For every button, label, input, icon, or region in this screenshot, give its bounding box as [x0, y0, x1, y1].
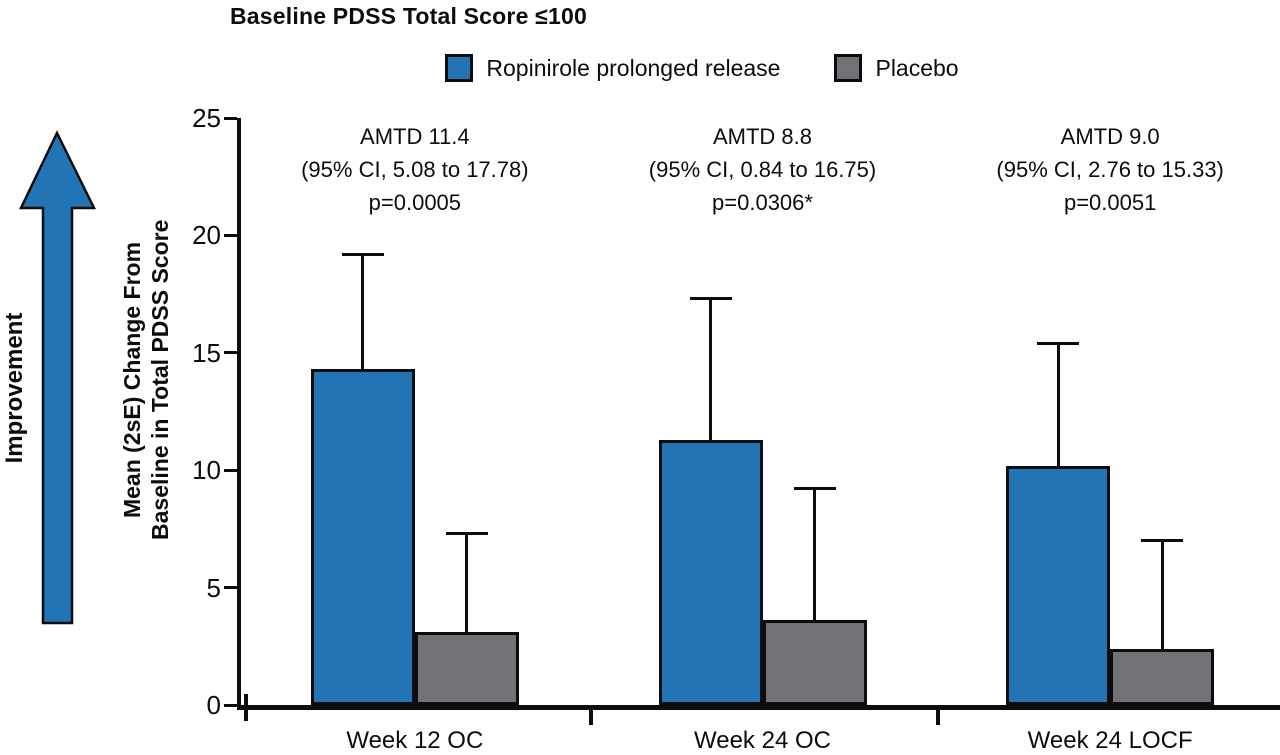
legend-label-placebo: Placebo	[875, 54, 959, 81]
annotation-block: AMTD 9.0 (95% CI, 2.76 to 15.33) p=0.0051	[930, 120, 1280, 219]
y-tick-label: 15	[192, 337, 221, 368]
y-tick-label: 20	[192, 220, 221, 251]
bar-ropinirole	[310, 369, 415, 705]
annotation-line: (95% CI, 2.76 to 15.33)	[996, 157, 1224, 182]
bar-placebo	[1110, 648, 1215, 705]
annotation-block: AMTD 11.4 (95% CI, 5.08 to 17.78) p=0.0005	[235, 120, 595, 219]
annotation-line: (95% CI, 0.84 to 16.75)	[648, 157, 877, 182]
y-axis-label-line2: Baseline in Total PDSS Score	[147, 219, 173, 540]
plot-area: 0 5 10 15 20 25 AMTD 11.4 (95% CI, 5.08 to 17.7…	[192, 103, 1280, 754]
legend-swatch-ropinirole-icon	[445, 54, 474, 82]
y-tick	[224, 586, 237, 590]
error-bar-cap-placebo	[793, 487, 836, 491]
error-bar-cap-placebo	[1141, 539, 1184, 543]
x-category-label: Week 24 OC	[694, 727, 831, 754]
error-bar-ropinirole	[1056, 343, 1060, 466]
y-tick	[224, 468, 237, 472]
legend-item-ropinirole: Ropinirole prolonged release	[445, 54, 780, 82]
legend-item-placebo: Placebo	[834, 54, 959, 82]
bar-ropinirole	[1006, 465, 1111, 705]
y-tick	[224, 351, 237, 355]
bar-placebo	[414, 632, 519, 705]
annotation-line: p=0.0005	[368, 190, 462, 215]
error-bar-placebo	[465, 533, 469, 633]
y-tick-label: 25	[192, 103, 221, 133]
x-axis-tick	[936, 709, 941, 725]
chart-title: Baseline PDSS Total Score ≤100	[230, 3, 587, 29]
legend-swatch-placebo-icon	[834, 54, 863, 82]
error-bar-cap-ropinirole	[689, 297, 732, 301]
y-tick	[224, 233, 237, 237]
annotation-block: AMTD 8.8 (95% CI, 0.84 to 16.75) p=0.0306*	[583, 120, 943, 219]
annotation-line: p=0.0051	[1063, 190, 1157, 215]
annotation-line: (95% CI, 5.08 to 17.78)	[301, 157, 529, 182]
bar-ropinirole	[658, 439, 763, 705]
y-tick-label: 0	[206, 690, 221, 720]
y-tick-label: 10	[192, 455, 221, 486]
y-axis-label: Mean (2sE) Change From Baseline in Total…	[118, 220, 174, 540]
x-category-label: Week 12 OC	[346, 727, 484, 754]
error-bar-cap-placebo	[445, 532, 488, 536]
error-bar-ropinirole	[709, 298, 712, 440]
annotation-line: AMTD 9.0	[1060, 124, 1160, 149]
error-bar-ropinirole	[361, 254, 365, 370]
annotation-line: AMTD 11.4	[360, 124, 470, 149]
y-tick-label: 5	[206, 572, 221, 603]
bar-placebo	[762, 620, 867, 705]
error-bar-cap-ropinirole	[1037, 341, 1080, 345]
error-bar-cap-ropinirole	[341, 252, 384, 256]
legend-label-ropinirole: Ropinirole prolonged release	[486, 54, 781, 81]
x-category-label: Week 24 LOCF	[1027, 727, 1193, 754]
error-bar-placebo	[1160, 540, 1164, 649]
x-axis-tick	[588, 709, 593, 725]
y-tick	[224, 116, 237, 120]
y-axis-label-line1: Mean (2sE) Change From	[119, 241, 145, 519]
improvement-arrow-icon	[19, 130, 97, 625]
error-bar-placebo	[813, 488, 816, 621]
legend: Ropinirole prolonged release Placebo	[237, 54, 1167, 82]
annotation-line: AMTD 8.8	[712, 124, 813, 149]
y-tick	[224, 703, 237, 707]
annotation-line: p=0.0306*	[712, 190, 813, 215]
x-axis-tick	[244, 694, 248, 721]
